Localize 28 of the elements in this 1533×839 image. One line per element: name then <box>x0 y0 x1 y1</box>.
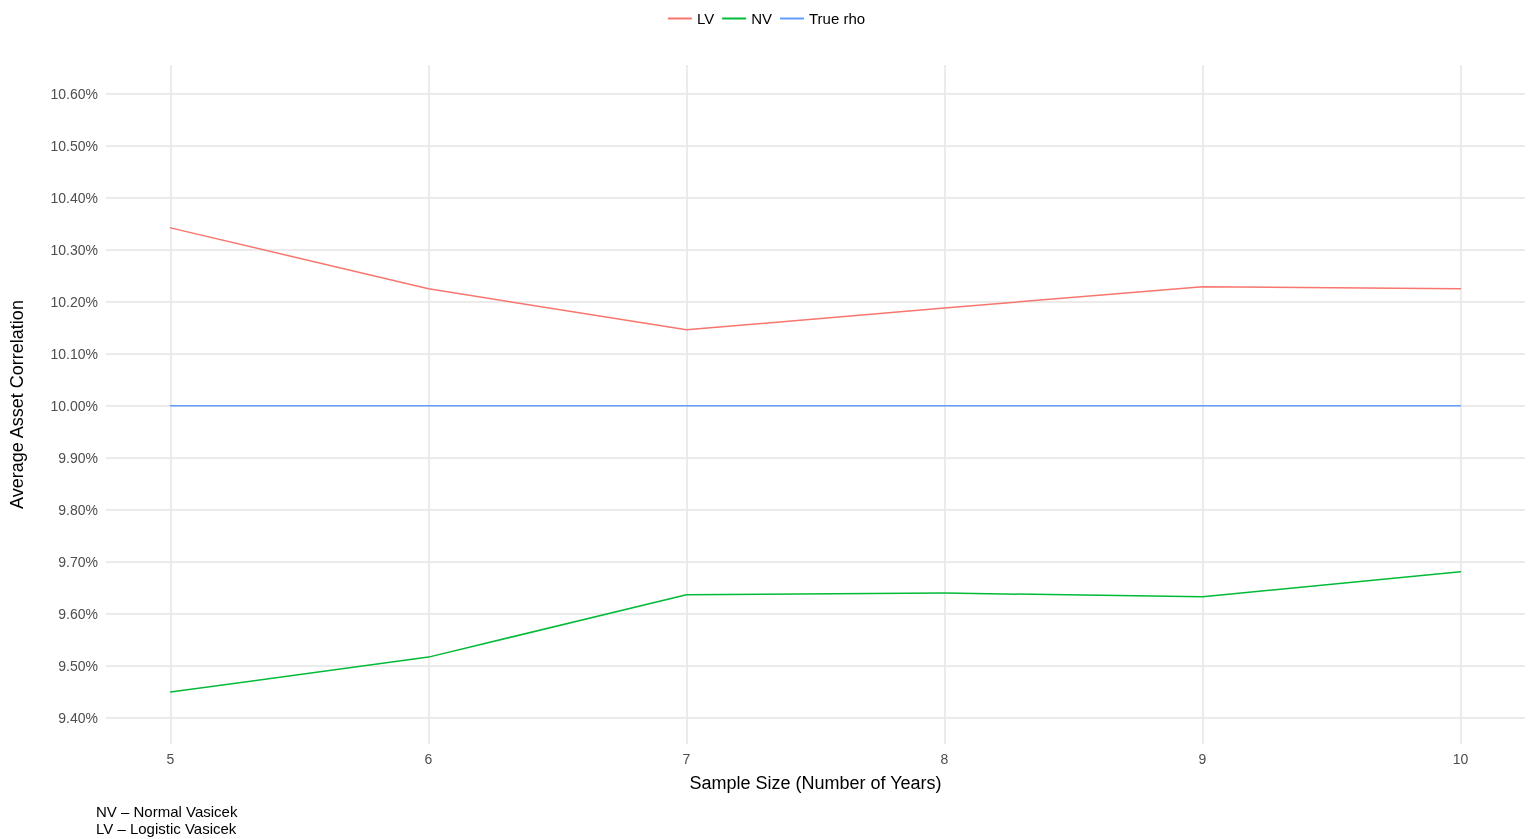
x-axis-title: Sample Size (Number of Years) <box>689 773 942 793</box>
legend-label: LV <box>696 10 715 27</box>
y-tick-label: 9.70% <box>58 553 98 570</box>
y-tick-label: 10.60% <box>50 85 98 102</box>
line-series <box>169 571 1462 693</box>
y-tick-label: 10.20% <box>50 293 98 310</box>
x-tick-label: 6 <box>424 751 433 767</box>
y-axis-title: Average Asset Correlation <box>7 300 27 509</box>
x-tick-label: 7 <box>682 751 691 767</box>
y-tick-label: 10.10% <box>50 345 98 362</box>
x-tick-label: 5 <box>166 751 175 767</box>
line-series <box>169 227 1462 331</box>
x-tick-label: 8 <box>940 751 949 767</box>
y-tick-label: 9.80% <box>58 501 98 518</box>
x-tick-label: 10 <box>1452 751 1469 767</box>
y-tick-label: 10.40% <box>50 189 98 206</box>
text: NV – Normal Vasicek <box>96 803 238 820</box>
y-tick-label: 9.50% <box>58 657 98 674</box>
y-tick-label: 10.00% <box>50 397 98 414</box>
y-tick-label: 9.90% <box>58 449 98 466</box>
y-tick-label: 10.50% <box>50 137 98 154</box>
y-tick-label: 9.60% <box>58 605 98 622</box>
x-tick-label: 9 <box>1198 751 1207 767</box>
y-tick-label: 9.40% <box>58 709 98 726</box>
legend-label: NV <box>751 10 772 27</box>
legend-label: True rho <box>808 10 866 27</box>
text: LV – Logistic Vasicek <box>96 820 238 837</box>
y-tick-label: 10.30% <box>50 241 98 258</box>
